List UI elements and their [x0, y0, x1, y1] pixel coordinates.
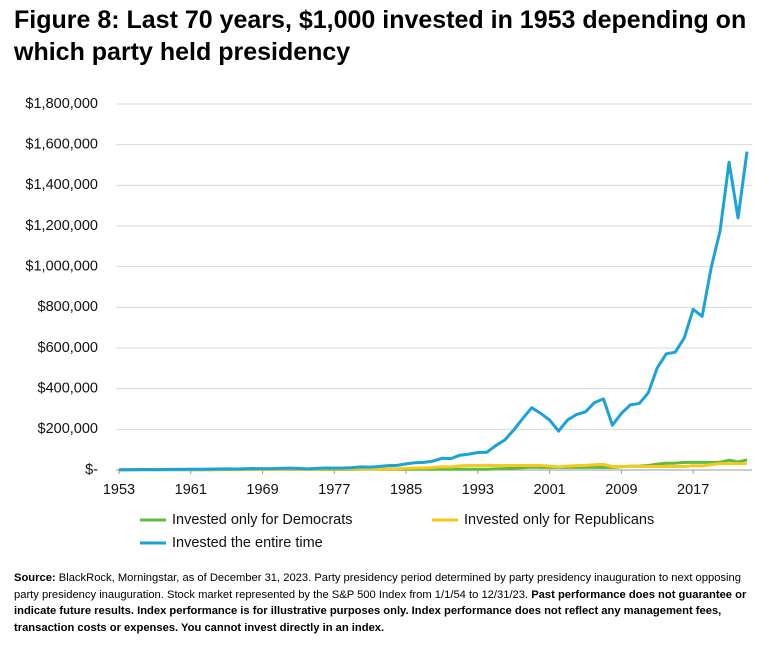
- x-tick-label: 1969: [246, 482, 278, 498]
- x-tick-label: 2009: [605, 482, 637, 498]
- x-tick-label: 1985: [390, 482, 422, 498]
- disclaimer: Past performance does not guarantee or i…: [14, 588, 747, 634]
- y-tick-label: $1,000,000: [25, 258, 98, 274]
- x-tick-label: 1977: [318, 482, 350, 498]
- footnote: Source: BlackRock, Morningstar, as of De…: [14, 570, 759, 636]
- y-tick-label: $1,800,000: [25, 96, 98, 112]
- chart-title: Figure 8: Last 70 years, $1,000 invested…: [14, 6, 747, 66]
- x-tick-label: 1993: [462, 482, 494, 498]
- chart: $- $200,000 $400,000 $600,000 $800,000 $1,000…: [25, 96, 752, 551]
- x-tick-label: 2017: [677, 482, 709, 498]
- source-text: BlackRock, Morningstar, as of December 3…: [14, 572, 741, 601]
- y-tick-label: $1,600,000: [25, 136, 98, 152]
- line-series: [118, 151, 749, 472]
- y-tick-label: $1,200,000: [25, 218, 98, 234]
- y-tick-label: $-: [85, 462, 98, 478]
- x-tick-label: 1961: [175, 482, 207, 498]
- legend-label: Invested the entire time: [172, 535, 323, 551]
- source-label: Source:: [14, 572, 56, 584]
- y-tick-label: $200,000: [38, 421, 98, 437]
- x-tick-label: 1953: [103, 482, 135, 498]
- x-tick-label: 2001: [533, 482, 565, 498]
- legend-label: Invested only for Republicans: [464, 512, 654, 528]
- y-tick-label: $1,400,000: [25, 177, 98, 193]
- y-tick-label: $800,000: [38, 299, 98, 315]
- legend-label: Invested only for Democrats: [172, 512, 353, 528]
- y-tick-label: $600,000: [38, 340, 98, 356]
- y-tick-label: $400,000: [38, 380, 98, 396]
